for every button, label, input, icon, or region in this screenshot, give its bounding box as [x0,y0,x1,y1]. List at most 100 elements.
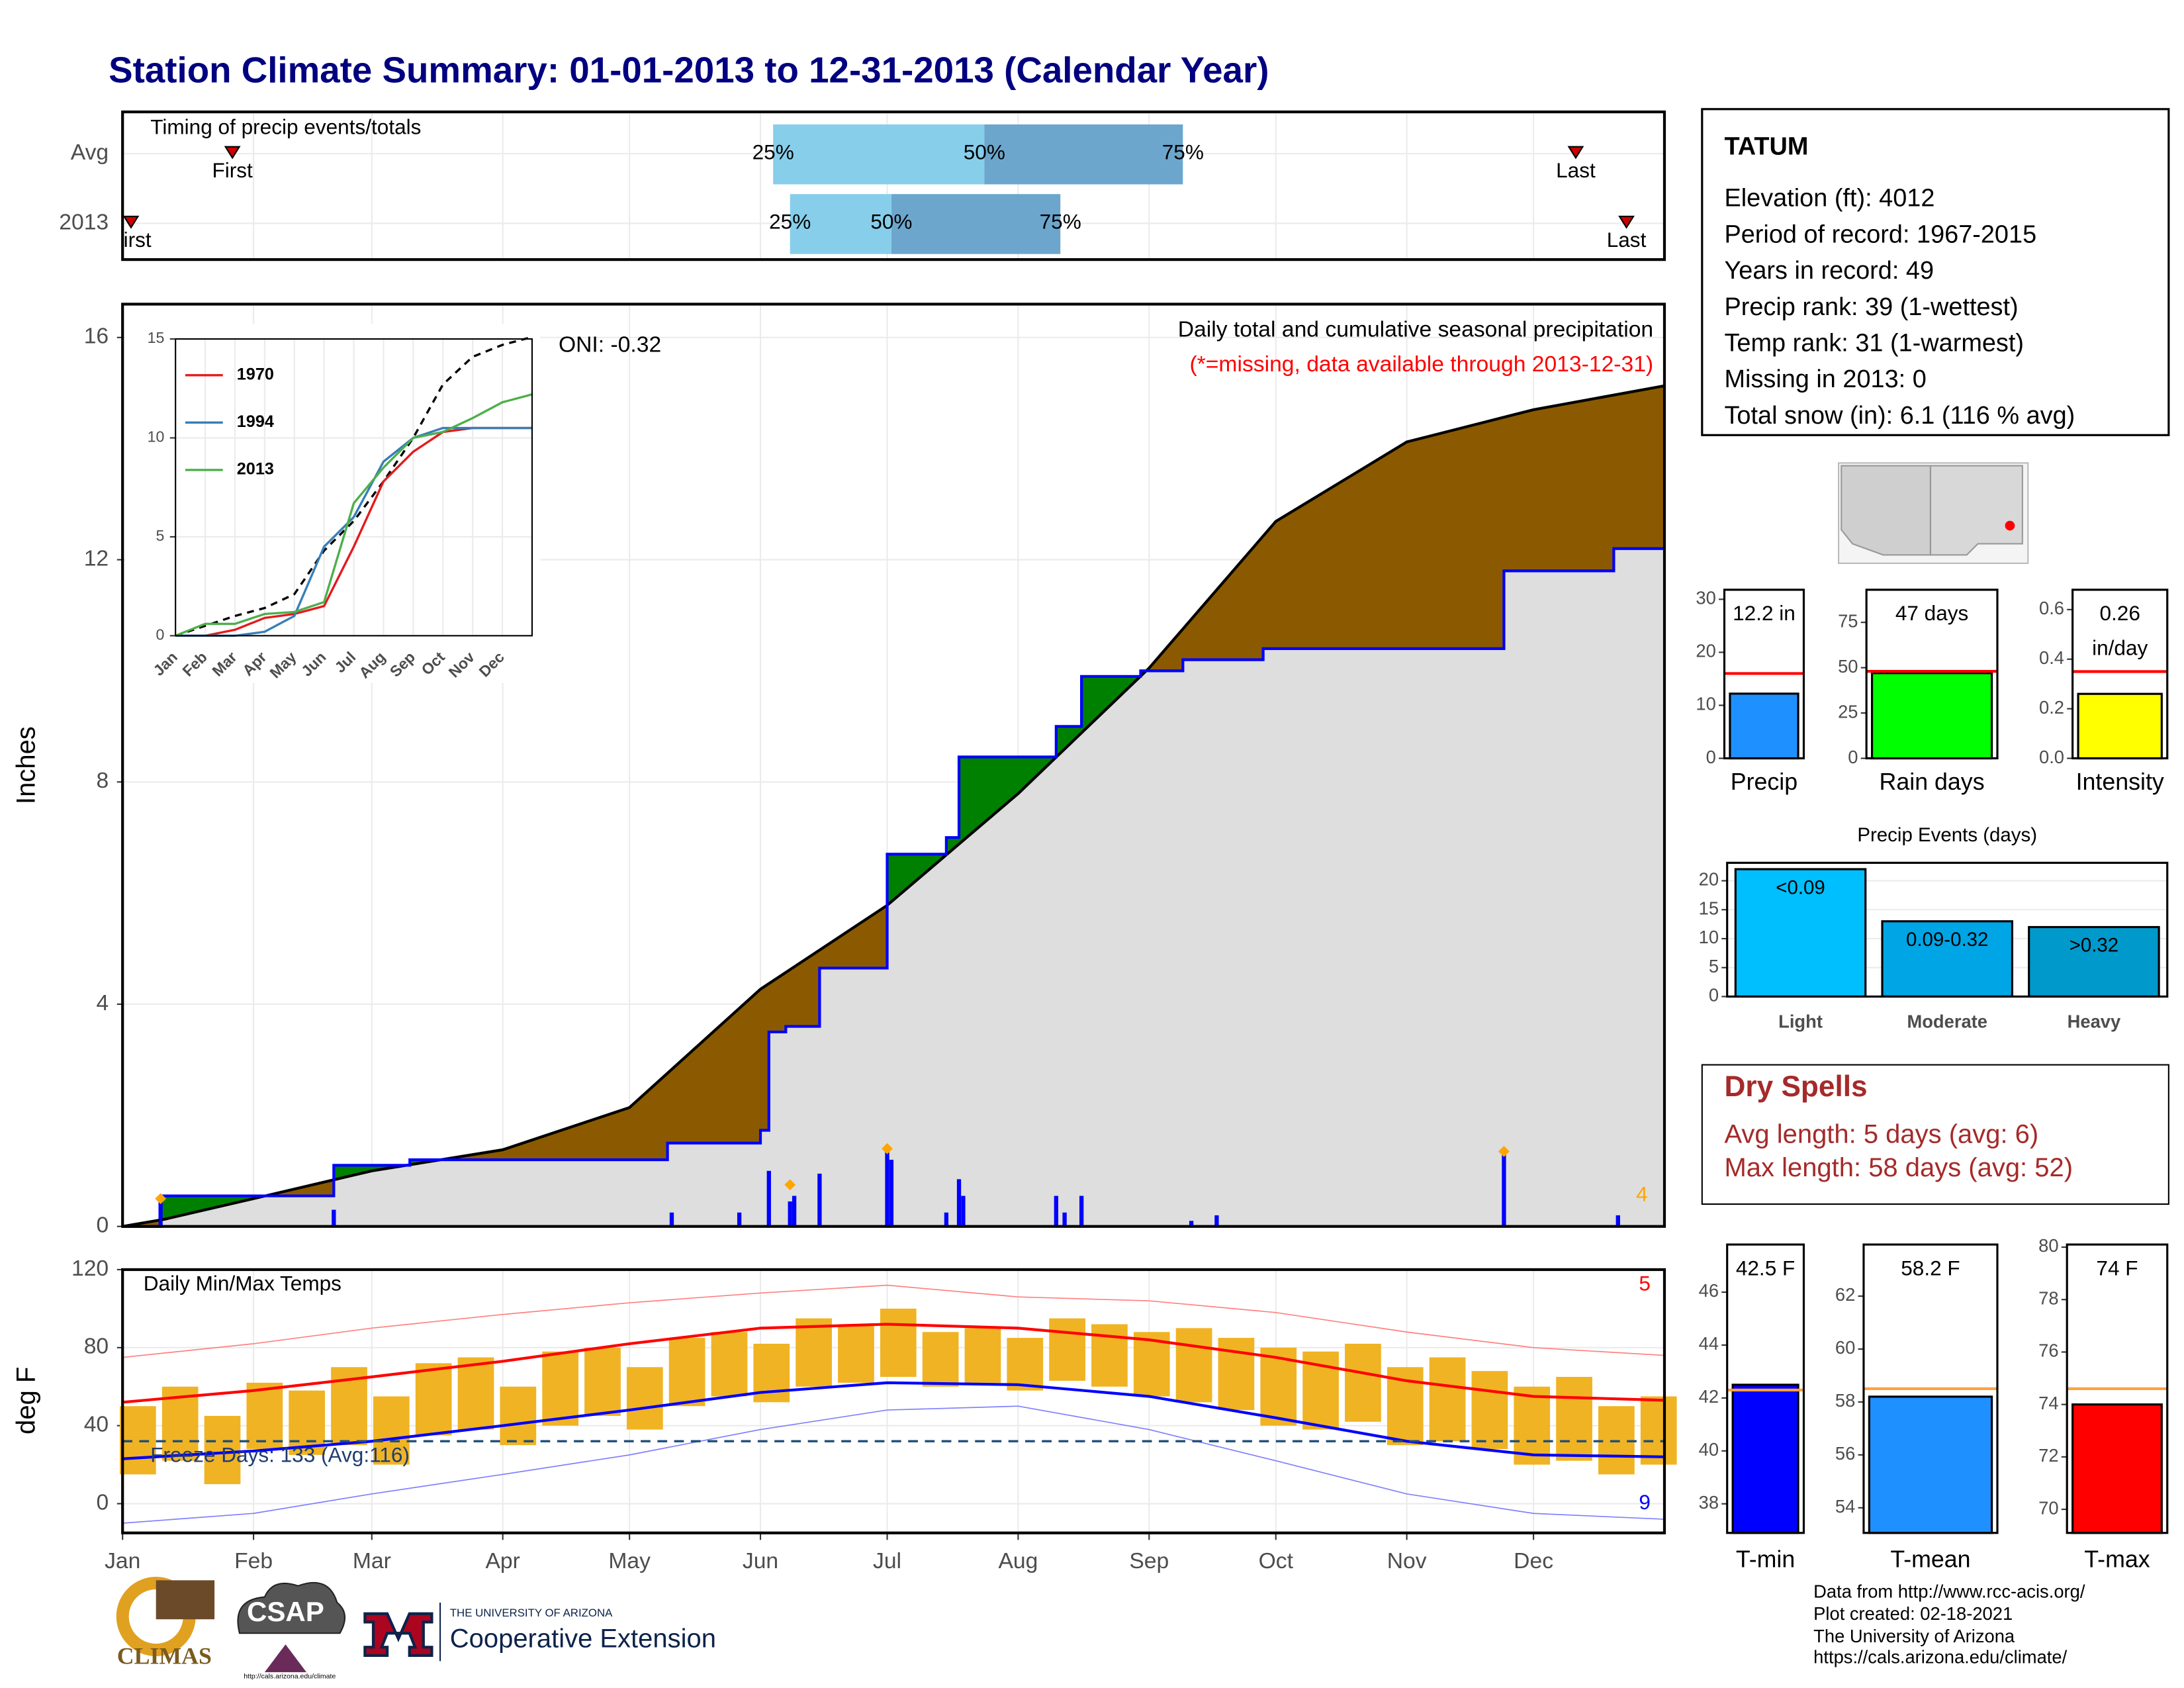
x-tick-label: Sep [1129,1549,1169,1573]
y-tick-label: 10 [148,428,165,445]
value-label: 58.2 F [1901,1256,1960,1280]
daily-range [1471,1371,1508,1450]
daily-bar [885,1151,889,1227]
panel-title: Daily total and cumulative seasonal prec… [1178,317,1653,342]
map-state [1929,465,2023,556]
y-tick-label: 40 [1699,1439,1719,1460]
bar [1870,672,1993,760]
bin-label: 0.09-0.32 [1906,929,1988,951]
quartile-label: 50% [964,140,1005,164]
y-tick-label: 50 [1838,656,1858,677]
bar [1881,920,2014,998]
credits: Data from http://www.rcc-acis.org/ Plot … [1813,1581,2085,1667]
daily-range [415,1363,452,1436]
panel-frame [2071,588,2169,760]
marker-label: Last [1556,158,1596,182]
daily-bar [788,1201,792,1227]
logo-text: http://cals.arizona.edu/climate [244,1672,336,1680]
x-tick-label: Nov [1387,1549,1427,1573]
marker-label: First [111,228,152,252]
bar [2077,692,2163,760]
daily-bar [961,1196,966,1227]
credit-line: Plot created: 02-18-2021 [1813,1603,2013,1624]
dry-spells-box [1701,1064,2169,1205]
quartile-bar [773,124,985,185]
record-count: 5 [1639,1271,1651,1295]
daily-range [796,1318,832,1387]
record-max-line [122,1284,1665,1358]
logo-text: CSAP [247,1596,324,1627]
x-tick-label: Rain days [1880,769,1985,795]
y-tick-label: 15 [148,329,165,346]
event-marker [1618,215,1635,229]
credit-line: The University of Arizona [1813,1626,2015,1646]
y-axis-label: deg F [12,1367,41,1434]
y-tick-label: 120 [71,1256,109,1281]
bar [1729,692,1799,760]
marker-label: Last [1607,228,1647,252]
station-line: Total snow (in): 6.1 (116 % avg) [1724,402,2075,430]
daily-bar [1079,1196,1084,1227]
daily-range [668,1338,705,1407]
y-tick-label: 75 [1838,610,1858,631]
daily-bar [944,1212,949,1227]
daily-range [1175,1328,1212,1403]
marker-label: First [212,158,253,182]
x-tick-label: Feb [234,1549,273,1573]
daily-bar [1615,1215,1620,1227]
daily-range [922,1332,959,1387]
credit-line: Data from http://www.rcc-acis.org/ [1813,1581,2085,1601]
y-tick-label: Avg [71,140,109,165]
station-box [1701,108,2170,436]
y-tick-label: 0.2 [2039,697,2064,718]
y-tick-label: 80 [84,1335,109,1359]
daily-range [1049,1318,1085,1381]
csap-mountain [264,1644,307,1673]
record-count: 4 [1636,1182,1648,1206]
daily-bar [1502,1154,1506,1227]
inset-bg [125,323,541,683]
daily-range [246,1382,283,1450]
daily-range [1640,1396,1677,1465]
quartile-label: 75% [1040,210,1081,234]
panel-frame [121,1268,1666,1534]
bar [1731,1383,1799,1534]
record-marker [882,1143,893,1154]
daily-bar [1214,1215,1219,1227]
value-label: 74 F [2096,1256,2138,1280]
legend-label: 2013 [237,460,274,479]
daily-range [880,1308,917,1378]
location-map [1838,462,2029,564]
value-unit: in/day [2092,636,2148,660]
y-tick-label: 42 [1699,1386,1719,1407]
credit-line: https://cals.arizona.edu/climate/ [1813,1646,2067,1667]
panel-frame [1726,1243,1805,1534]
y-tick-label: 0 [1709,985,1719,1006]
x-tick-label: Jul [873,1549,901,1573]
daily-bar [766,1170,771,1227]
normal-max-line [122,1323,1665,1404]
quartile-label: 25% [752,140,794,164]
x-tick-label: Jun [743,1549,778,1573]
daily-bar [332,1209,336,1227]
quartile-label: 25% [769,210,811,234]
daily-range [584,1347,621,1416]
x-tick-label: Oct [1259,1549,1294,1573]
daily-range [457,1357,494,1430]
x-tick-label: Mar [353,1549,391,1573]
station-lines: Elevation (ft): 4012 Period of record: 1… [1724,185,2075,430]
logo-text: THE UNIVERSITY OF ARIZONA [450,1607,613,1619]
logo-text: Cooperative Extension [450,1624,716,1653]
y-tick-label: 40 [84,1413,109,1437]
daily-range [542,1351,579,1426]
y-tick-label: 0 [96,1490,109,1515]
daily-bar [1189,1221,1194,1227]
daily-bar [737,1212,742,1227]
event-marker [1567,146,1584,160]
bar [1734,868,1867,998]
bar [2071,1403,2163,1534]
panel-frame [121,303,1666,1228]
record-marker [155,1193,167,1205]
y-tick-label: 15 [1699,898,1719,918]
